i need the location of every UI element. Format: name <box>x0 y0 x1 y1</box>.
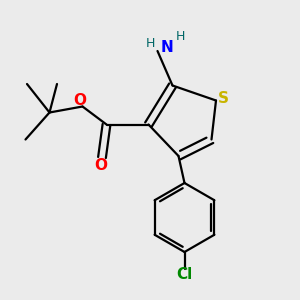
Text: S: S <box>218 91 229 106</box>
Text: H: H <box>145 37 155 50</box>
Text: O: O <box>73 93 86 108</box>
Text: H: H <box>175 29 185 43</box>
Text: O: O <box>94 158 107 172</box>
Text: Cl: Cl <box>176 267 193 282</box>
Text: N: N <box>160 40 173 56</box>
